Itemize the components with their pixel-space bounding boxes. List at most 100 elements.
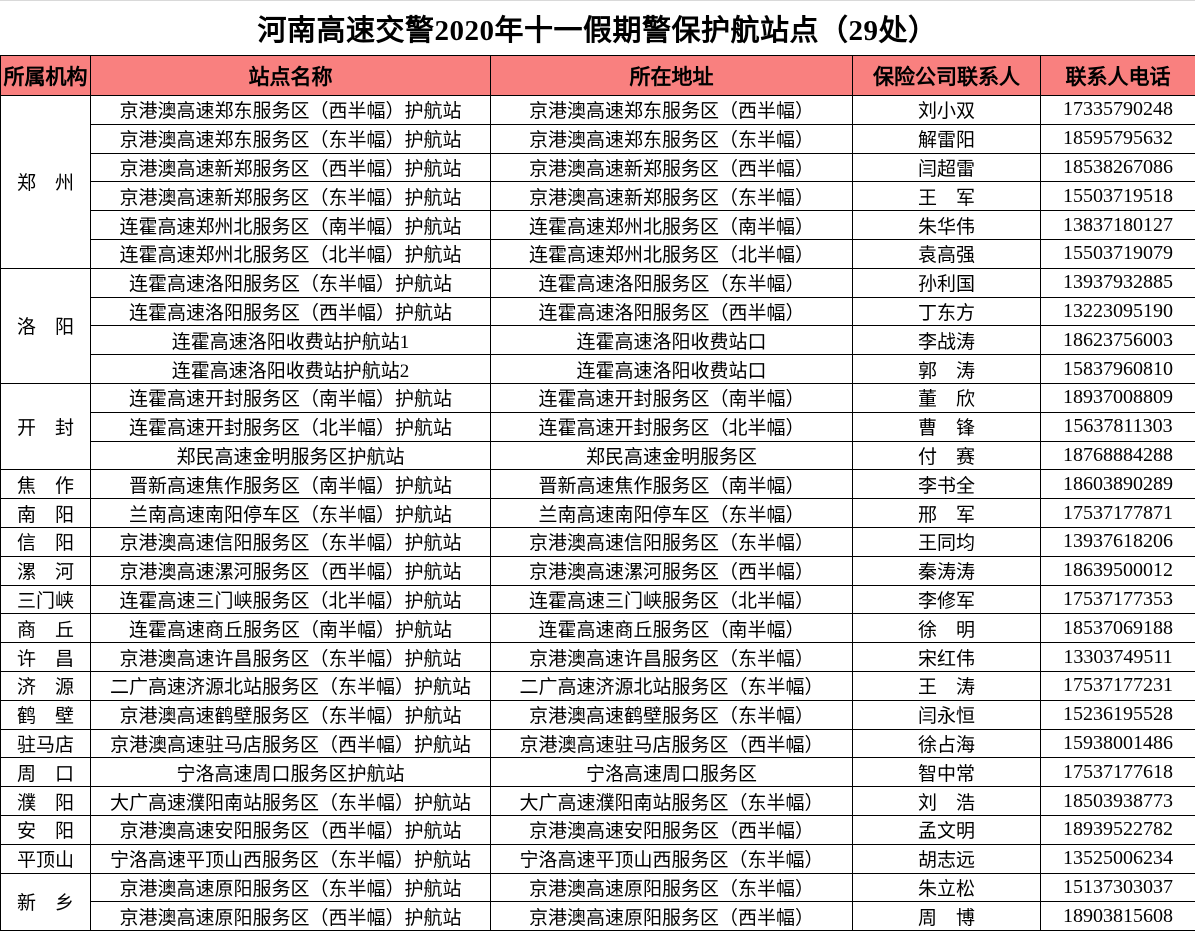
org-cell: 焦 作: [0, 469, 91, 500]
phone-cell: 13837180127: [1040, 210, 1195, 240]
phone-cell: 15837960810: [1040, 354, 1195, 384]
phone-cell: 18937008809: [1040, 382, 1195, 413]
table-row: 周 口宁洛高速周口服务区护航站 宁洛高速周口服务区 智中常 17537177618: [0, 757, 1195, 788]
phone-cell: 18939522782: [1040, 814, 1195, 845]
table-row: 连霍高速开封服务区（北半幅）护航站 连霍高速开封服务区（北半幅）曹 锋 156378…: [1, 411, 1195, 442]
table-row: 连霍高速郑州北服务区（北半幅）护航站 连霍高速郑州北服务区（北半幅） 袁高强 1550…: [1, 238, 1195, 269]
station-cell: 京港澳高速新郑服务区（东半幅）护航站: [90, 181, 491, 212]
phone-cell: 17537177353: [1040, 584, 1195, 615]
contact-cell: 孟文明: [852, 814, 1041, 845]
phone-cell: 18768884288: [1040, 440, 1195, 471]
station-cell: 京港澳高速驻马店服务区（西半幅）护航站: [90, 728, 491, 759]
station-cell: 京港澳高速信阳服务区（东半幅）护航站: [90, 526, 491, 557]
table-row: 京港澳高速郑东服务区（东半幅）护航站 京港澳高速郑东服务区（东半幅） 解雷阳 1859…: [1, 123, 1195, 154]
address-cell: 京港澳高速新郑服务区（西半幅）: [490, 152, 853, 183]
phone-cell: 18623756003: [1040, 325, 1195, 356]
address-cell: 京港澳高速许昌服务区（东半幅）: [490, 642, 853, 672]
contact-cell: 秦涛涛: [852, 555, 1041, 586]
org-cell: 周 口: [0, 757, 91, 788]
phone-cell: 15938001486: [1040, 728, 1195, 759]
contact-cell: 刘小双: [852, 95, 1041, 125]
org-cell: 开 封: [0, 382, 91, 471]
org-cell: 信 阳: [0, 526, 91, 557]
phone-cell: 15503719079: [1040, 238, 1195, 269]
org-cell: 商 丘: [0, 613, 91, 644]
address-cell: 宁洛高速周口服务区: [490, 757, 853, 788]
station-cell: 京港澳高速漯河服务区（西半幅）护航站: [90, 555, 491, 586]
phone-cell: 18503938773: [1040, 786, 1195, 816]
contact-cell: 李书全: [852, 469, 1041, 500]
contact-cell: 解雷阳: [852, 123, 1041, 154]
contact-cell: 宋红伟: [852, 642, 1041, 672]
contact-cell: 徐占海: [852, 728, 1041, 759]
contact-cell: 徐 明: [852, 613, 1041, 644]
contact-cell: 付 赛: [852, 440, 1041, 471]
org-cell: 洛 阳: [0, 267, 91, 384]
table-row: 鹤 壁京港澳高速鹤壁服务区（东半幅）护航站 京港澳高速鹤壁服务区（东半幅） 闫永恒 1…: [0, 699, 1195, 730]
org-cell: 郑 州: [0, 95, 91, 269]
address-cell: 京港澳高速新郑服务区（东半幅）: [490, 181, 853, 212]
table-body: 郑 州京港澳高速郑东服务区（西半幅）护航站 京港澳高速郑东服务区（西半幅） 刘小双 1…: [0, 95, 1195, 932]
org-cell: 许 昌: [0, 642, 91, 672]
phone-cell: 17537177618: [1040, 757, 1195, 788]
contact-cell: 王 涛: [852, 670, 1041, 701]
org-cell: 平顶山: [0, 843, 91, 874]
address-cell: 二广高速济源北站服务区（东半幅）: [490, 670, 853, 701]
table-row: 新 乡京港澳高速原阳服务区（东半幅）护航站 京港澳高速原阳服务区（东半幅） 朱立松 1…: [0, 872, 1195, 932]
contact-cell: 闫永恒: [852, 699, 1041, 730]
table-row: 驻马店 京港澳高速驻马店服务区（西半幅）护航站 京港澳高速驻马店服务区（西半幅） 徐占…: [0, 728, 1195, 759]
table-row: 连霍高速洛阳收费站护航站1 连霍高速洛阳收费站口 李战涛 18623756003: [1, 325, 1195, 356]
phone-cell: 18903815608: [1040, 901, 1195, 932]
address-cell: 连霍高速郑州北服务区（南半幅）: [490, 210, 853, 240]
station-cell: 晋新高速焦作服务区（南半幅）护航站: [90, 469, 491, 500]
address-cell: 连霍高速洛阳收费站口: [490, 325, 853, 356]
phone-cell: 18603890289: [1040, 469, 1195, 500]
table-row: 濮 阳大广高速濮阳南站服务区（东半幅）护航站 大广高速濮阳南站服务区（东半幅）刘 …: [0, 786, 1195, 816]
phone-cell: 13303749511: [1040, 642, 1195, 672]
address-cell: 京港澳高速原阳服务区（西半幅）: [490, 901, 853, 932]
org-cell: 三门峡: [0, 584, 91, 615]
table-row: 开 封连霍高速开封服务区（南半幅）护航站 连霍高速开封服务区（南半幅）董 欣 189…: [0, 382, 1195, 471]
station-cell: 连霍高速洛阳收费站护航站2: [90, 354, 491, 384]
phone-cell: 13937618206: [1040, 526, 1195, 557]
station-cell: 京港澳高速原阳服务区（东半幅）护航站: [90, 872, 491, 903]
contact-cell: 丁东方: [852, 296, 1041, 327]
station-cell: 连霍高速洛阳收费站护航站1: [90, 325, 491, 356]
station-cell: 连霍高速郑州北服务区（南半幅）护航站: [90, 210, 491, 240]
station-cell: 京港澳高速郑东服务区（西半幅）护航站: [90, 95, 491, 125]
contact-cell: 曹 锋: [852, 411, 1041, 442]
org-cell: 新 乡: [0, 872, 91, 932]
address-cell: 连霍高速郑州北服务区（北半幅）: [490, 238, 853, 269]
table-row: 焦 作晋新高速焦作服务区（南半幅）护航站 晋新高速焦作服务区（南半幅） 李书全 186…: [0, 469, 1195, 500]
column-header-station: 站点名称: [90, 55, 491, 96]
phone-cell: 17537177871: [1040, 498, 1195, 528]
station-cell: 连霍高速三门峡服务区（北半幅）护航站: [90, 584, 491, 615]
station-cell: 郑民高速金明服务区护航站: [90, 440, 491, 471]
table-row: 连霍高速洛阳服务区（西半幅）护航站 连霍高速洛阳服务区（西半幅） 丁东方 132230…: [1, 296, 1195, 327]
station-cell: 二广高速济源北站服务区（东半幅）护航站: [90, 670, 491, 701]
station-cell: 兰南高速南阳停车区（东半幅）护航站: [90, 498, 491, 528]
phone-cell: 15236195528: [1040, 699, 1195, 730]
address-cell: 连霍高速开封服务区（北半幅）: [490, 411, 853, 442]
station-cell: 京港澳高速新郑服务区（西半幅）护航站: [90, 152, 491, 183]
contact-cell: 邢 军: [852, 498, 1041, 528]
phone-cell: 18537069188: [1040, 613, 1195, 644]
station-cell: 连霍高速开封服务区（南半幅）护航站: [90, 382, 491, 413]
page-title: 河南高速交警2020年十一假期警保护航站点（29处）: [257, 15, 938, 47]
org-cell: 漯 河: [0, 555, 91, 586]
table-row: 信 阳京港澳高速信阳服务区（东半幅）护航站 京港澳高速信阳服务区（东半幅） 王同均 1…: [0, 526, 1195, 557]
org-cell: 济 源: [0, 670, 91, 701]
station-cell: 连霍高速开封服务区（北半幅）护航站: [90, 411, 491, 442]
table-row: 连霍高速洛阳收费站护航站2 连霍高速洛阳收费站口郭 涛 15837960810: [1, 354, 1195, 384]
station-cell: 宁洛高速周口服务区护航站: [90, 757, 491, 788]
table-row: 南 阳兰南高速南阳停车区（东半幅）护航站 兰南高速南阳停车区（东半幅）邢 军 175…: [0, 498, 1195, 528]
address-cell: 连霍高速洛阳收费站口: [490, 354, 853, 384]
phone-cell: 15637811303: [1040, 411, 1195, 442]
address-cell: 京港澳高速原阳服务区（东半幅）: [490, 872, 853, 903]
column-header-org: 所属机构: [0, 55, 91, 96]
address-cell: 京港澳高速信阳服务区（东半幅）: [490, 526, 853, 557]
station-cell: 连霍高速洛阳服务区（西半幅）护航站: [90, 296, 491, 327]
column-header-phone: 联系人电话: [1040, 55, 1195, 96]
contact-cell: 智中常: [852, 757, 1041, 788]
address-cell: 连霍高速洛阳服务区（东半幅）: [490, 267, 853, 298]
